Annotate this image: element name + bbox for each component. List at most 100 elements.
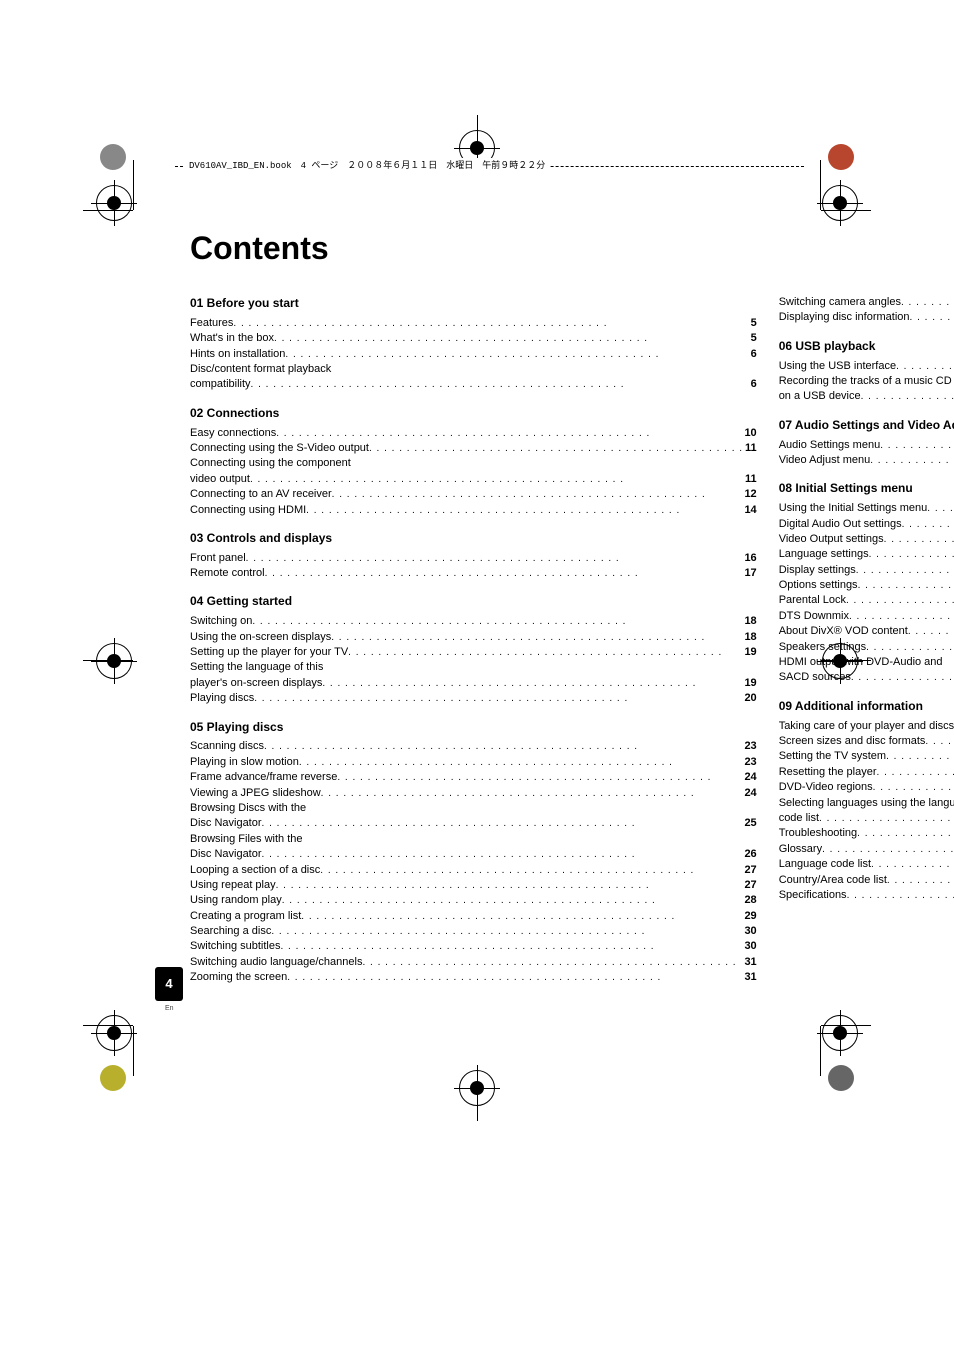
toc-label: Display settings	[779, 563, 856, 578]
toc-entry: Searching a disc 30	[190, 924, 757, 939]
toc-dots	[887, 873, 954, 888]
crop-mark	[477, 1071, 478, 1121]
registration-mark	[96, 643, 132, 679]
toc-label: Digital Audio Out settings	[779, 517, 902, 532]
toc-label: Displaying disc information	[779, 310, 910, 325]
registration-mark	[822, 1015, 858, 1051]
toc-entry: Zooming the screen 31	[190, 970, 757, 985]
toc-dots	[908, 624, 954, 639]
toc-label: Features	[190, 316, 233, 331]
toc-entry: About DivX® VOD content 43	[779, 624, 954, 639]
toc-entry: Front panel 16	[190, 551, 757, 566]
toc-dots	[274, 331, 749, 346]
toc-entry: Connecting using the component video out…	[190, 456, 757, 487]
toc-dots	[849, 609, 954, 624]
toc-dots	[332, 487, 743, 502]
toc-label: player's on-screen displays	[190, 676, 322, 691]
toc-entry: Setting up the player for your TV 19	[190, 645, 757, 660]
toc-dots	[285, 347, 748, 362]
toc-dots	[866, 640, 954, 655]
toc-label: code list	[779, 811, 819, 826]
toc-label: Viewing a JPEG slideshow	[190, 786, 321, 801]
toc-page: 12	[742, 487, 756, 502]
section-heading: 04 Getting started	[190, 593, 757, 610]
toc-page: 17	[742, 566, 756, 581]
toc-label: Country/Area code list	[779, 873, 887, 888]
toc-dots	[846, 593, 954, 608]
toc-dots	[369, 441, 743, 456]
toc-dots	[250, 472, 743, 487]
crop-mark	[83, 660, 133, 661]
toc-label: About DivX® VOD content	[779, 624, 908, 639]
toc-entry: Playing discs 20	[190, 691, 757, 706]
toc-dots	[847, 888, 954, 903]
toc-page: 16	[742, 551, 756, 566]
toc-label: Resetting the player	[779, 765, 877, 780]
toc-entry: Connecting using HDMI 14	[190, 503, 757, 518]
toc-page: 10	[742, 426, 756, 441]
toc-entry: Video Adjust menu 35	[779, 453, 954, 468]
toc-entry: Display settings 41	[779, 563, 954, 578]
toc-page: 19	[742, 645, 756, 660]
toc-entry: Using repeat play 27	[190, 878, 757, 893]
header-filename: DV610AV_IBD_EN.book 4 ページ ２００８年６月１１日 水曜日…	[185, 158, 549, 171]
toc-dots	[265, 566, 743, 581]
toc-dots	[851, 670, 954, 685]
crop-mark	[820, 1026, 821, 1076]
toc-label: video output	[190, 472, 250, 487]
section-heading: 01 Before you start	[190, 295, 757, 312]
toc-page: 27	[742, 878, 756, 893]
toc-label: Screen sizes and disc formats	[779, 734, 926, 749]
toc-dots	[819, 811, 954, 826]
section-heading: 06 USB playback	[779, 338, 954, 355]
page-number-box: 4	[155, 967, 183, 1001]
toc-page: 26	[742, 847, 756, 862]
toc-entry: Options settings 41	[779, 578, 954, 593]
toc-page: 20	[742, 691, 756, 706]
toc-entry: Browsing Discs with the Disc Navigator 2…	[190, 801, 757, 832]
toc-entry: DVD-Video regions 53	[779, 780, 954, 795]
toc-page: 18	[742, 614, 756, 629]
toc-label: Browsing Discs with the	[190, 801, 757, 816]
toc-page: 23	[742, 739, 756, 754]
toc-label: Disc Navigator	[190, 847, 262, 862]
registration-mark	[822, 185, 858, 221]
toc-label: Taking care of your player and discs	[779, 719, 954, 734]
toc-label: Remote control	[190, 566, 265, 581]
toc-label: Connecting using the S-Video output	[190, 441, 369, 456]
section-heading: 09 Additional information	[779, 698, 954, 715]
registration-mark	[96, 185, 132, 221]
toc-label: Searching a disc	[190, 924, 271, 939]
toc-dots	[262, 816, 743, 831]
toc-label: Connecting using the component	[190, 456, 757, 471]
toc-dots	[362, 955, 742, 970]
toc-entry: What's in the box 5	[190, 331, 757, 346]
toc-dots	[320, 863, 742, 878]
section-heading: 02 Connections	[190, 405, 757, 422]
toc-dots	[321, 786, 743, 801]
toc-label: Audio Settings menu	[779, 438, 881, 453]
toc-entry: Switching subtitles 30	[190, 939, 757, 954]
toc-entry: Connecting using the S-Video output 11	[190, 441, 757, 456]
toc-entry: Switching audio language/channels 31	[190, 955, 757, 970]
toc-column-right: Switching camera angles 31 Displaying di…	[779, 295, 954, 986]
toc-dots	[301, 909, 742, 924]
toc-dots	[910, 310, 954, 325]
toc-dots	[822, 842, 954, 857]
crop-mark	[133, 160, 134, 210]
toc-label: Connecting to an AV receiver	[190, 487, 332, 502]
toc-dots	[254, 691, 742, 706]
crop-mark	[133, 1026, 134, 1076]
toc-dots	[861, 389, 954, 404]
toc-dots	[884, 532, 954, 547]
toc-dots	[287, 970, 742, 985]
toc-label: DTS Downmix	[779, 609, 849, 624]
toc-entry: Remote control 17	[190, 566, 757, 581]
section-heading: 08 Initial Settings menu	[779, 480, 954, 497]
toc-label: Parental Lock	[779, 593, 846, 608]
toc-dots	[322, 676, 742, 691]
toc-page: 30	[742, 924, 756, 939]
toc-dots	[925, 734, 954, 749]
toc-entry: Parental Lock 41	[779, 593, 954, 608]
toc-dots	[896, 359, 954, 374]
